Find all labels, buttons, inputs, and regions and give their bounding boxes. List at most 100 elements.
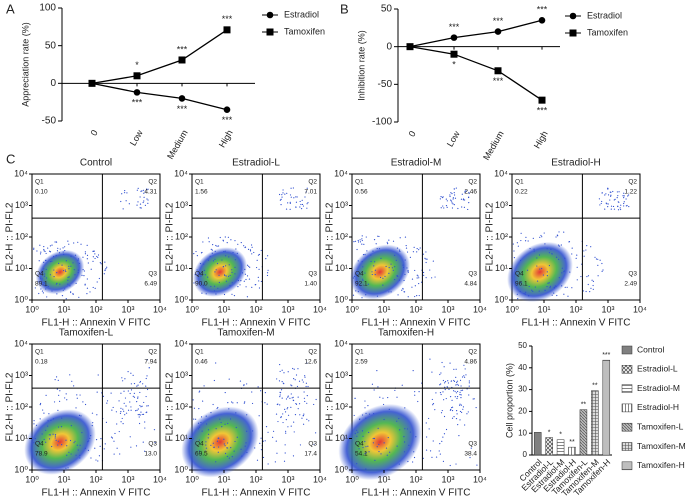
event-dot [415, 436, 417, 438]
event-dot [153, 429, 156, 431]
event-dot [594, 256, 596, 258]
event-dot [218, 281, 220, 284]
event-dot [429, 358, 431, 360]
event-dot [277, 420, 279, 423]
event-dot [139, 380, 142, 383]
event-dot [130, 446, 132, 448]
legend-swatch [621, 365, 633, 374]
event-dot [214, 258, 216, 260]
event-dot [246, 296, 249, 298]
quadrant-name: Q4 [355, 441, 364, 448]
event-dot [146, 405, 148, 407]
event-dot [276, 378, 278, 380]
event-dot [209, 255, 211, 257]
event-dot [307, 385, 309, 388]
event-dot [460, 404, 463, 406]
legend-swatch [621, 422, 633, 432]
event-dot [284, 411, 287, 413]
event-dot [546, 275, 548, 277]
event-dot [92, 256, 94, 258]
event-dot [77, 258, 80, 260]
event-dot [104, 261, 106, 263]
event-dot [540, 234, 542, 237]
event-dot [73, 242, 75, 244]
event-dot [553, 292, 555, 294]
event-dot [389, 451, 391, 453]
event-dot [61, 444, 63, 446]
event-dot [227, 442, 229, 444]
quadrant-name: Q4 [35, 271, 44, 278]
event-dot [412, 370, 414, 372]
event-dot [135, 445, 138, 447]
event-dot [434, 276, 436, 278]
event-dot [352, 294, 355, 296]
event-dot [403, 291, 405, 293]
event-dot [439, 443, 441, 445]
event-dot [401, 384, 403, 386]
event-dot [257, 386, 259, 388]
event-dot [365, 446, 367, 448]
x-axis-label: FL1-H :: Annexin V FITC [42, 318, 151, 329]
density-cloud [181, 406, 259, 478]
event-dot [232, 402, 234, 404]
event-dot [237, 286, 239, 288]
event-dot [51, 260, 53, 262]
event-dot [422, 253, 425, 255]
event-dot [449, 362, 451, 364]
event-dot [272, 436, 274, 439]
event-dot [289, 201, 291, 203]
event-dot [86, 278, 88, 280]
y-tick-label: 10¹ [175, 263, 188, 273]
event-dot [352, 277, 355, 279]
event-dot [240, 280, 242, 282]
event-dot [223, 274, 226, 276]
x-tick-label: 10² [409, 304, 422, 314]
event-dot [525, 236, 527, 238]
quadrant-value: 54.1 [355, 451, 368, 458]
event-dot [456, 410, 458, 412]
event-dot [71, 380, 73, 382]
event-dot [401, 289, 403, 291]
y-tick-label: 10² [495, 231, 508, 241]
event-dot [425, 449, 428, 451]
event-dot [92, 260, 94, 262]
event-dot [373, 437, 376, 440]
event-dot [57, 444, 59, 446]
event-dot [403, 279, 405, 282]
event-dot [443, 415, 446, 418]
event-dot [353, 241, 355, 243]
event-dot [83, 270, 85, 272]
event-dot [202, 400, 204, 402]
event-dot [110, 436, 113, 438]
event-dot [236, 402, 238, 404]
quadrant-value: 2.59 [355, 359, 368, 366]
event-dot [561, 267, 563, 269]
event-dot [203, 285, 205, 287]
event-dot [260, 449, 263, 451]
event-dot [301, 203, 304, 206]
event-dot [413, 456, 416, 459]
event-dot [459, 403, 461, 405]
event-dot [146, 359, 148, 361]
event-dot [604, 208, 606, 210]
event-dot [70, 453, 72, 455]
x-tick-label: 10⁰ [185, 474, 199, 484]
event-dot [520, 239, 522, 242]
event-dot [235, 248, 237, 250]
event-dot [447, 382, 450, 384]
event-dot [122, 208, 124, 210]
event-dot [105, 421, 108, 423]
event-dot [302, 423, 305, 425]
event-dot [388, 272, 390, 274]
event-dot [391, 267, 394, 269]
event-dot [222, 266, 224, 268]
event-dot [46, 296, 48, 298]
y-tick-label: 10¹ [335, 433, 348, 443]
event-dot [267, 431, 269, 433]
x-tick-label: 10³ [601, 304, 614, 314]
event-dot [303, 413, 305, 415]
event-dot [68, 265, 70, 268]
event-dot [582, 290, 585, 292]
event-dot [230, 446, 232, 449]
event-dot [212, 442, 214, 444]
